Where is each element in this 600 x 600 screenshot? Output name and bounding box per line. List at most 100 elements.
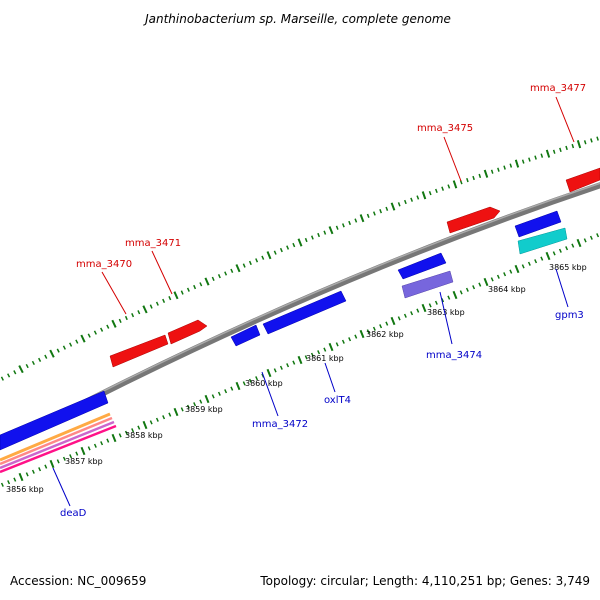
scale-label: 3857 kbp bbox=[65, 457, 103, 466]
gene-mma_3477[interactable] bbox=[565, 167, 600, 193]
gene-label-deaD[interactable]: deaD bbox=[60, 508, 87, 519]
tick-mark bbox=[273, 250, 277, 255]
tick-mark bbox=[503, 165, 506, 170]
tick-mark bbox=[590, 138, 593, 143]
gene-label-mma_3472[interactable]: mma_3472 bbox=[252, 419, 308, 430]
tick-mark bbox=[558, 248, 562, 253]
tick-mark bbox=[596, 233, 600, 238]
gene-label-mma_3475[interactable]: mma_3475 bbox=[417, 123, 473, 134]
tick-mark bbox=[452, 180, 458, 189]
tick-mark bbox=[286, 363, 290, 368]
tick-mark bbox=[583, 140, 587, 145]
tick-mark bbox=[266, 368, 272, 378]
tick-mark bbox=[7, 373, 11, 378]
gene-label-mma_3477[interactable]: mma_3477 bbox=[530, 83, 586, 94]
tick-mark bbox=[317, 350, 321, 355]
tick-mark bbox=[323, 230, 327, 235]
tick-mark bbox=[528, 157, 531, 162]
leader-lines bbox=[52, 96, 575, 507]
tick-mark bbox=[447, 295, 451, 300]
tick-mark bbox=[75, 451, 79, 456]
tick-mark bbox=[466, 177, 469, 183]
gene-label-mma_3471[interactable]: mma_3471 bbox=[125, 238, 181, 249]
tick-mark bbox=[25, 472, 29, 477]
gene-deaD[interactable] bbox=[0, 390, 109, 451]
tick-mark bbox=[173, 291, 179, 300]
tick-mark bbox=[279, 365, 283, 370]
tick-mark bbox=[242, 381, 246, 386]
tick-mark bbox=[69, 454, 73, 459]
gene-label-mma_3474[interactable]: mma_3474 bbox=[426, 350, 482, 361]
tick-mark bbox=[131, 428, 135, 433]
tick-mark bbox=[162, 415, 166, 420]
tick-mark bbox=[62, 345, 66, 350]
tick-mark bbox=[545, 149, 551, 158]
tick-mark bbox=[372, 326, 376, 331]
tick-mark bbox=[509, 163, 513, 168]
feature-gpm3-cyan bbox=[517, 227, 568, 255]
tick-mark bbox=[465, 287, 469, 292]
tick-mark bbox=[266, 251, 272, 260]
tick-mark bbox=[589, 235, 593, 240]
tick-mark bbox=[503, 272, 507, 277]
tick-mark bbox=[559, 147, 562, 153]
tick-mark bbox=[193, 284, 197, 290]
gene-label-mma_3470[interactable]: mma_3470 bbox=[76, 259, 132, 270]
tick-mark bbox=[286, 245, 290, 250]
tick-mark bbox=[87, 446, 91, 451]
tick-mark bbox=[106, 324, 110, 329]
tick-mark bbox=[545, 251, 551, 261]
tick-mark bbox=[292, 242, 296, 248]
tick-mark bbox=[49, 459, 55, 469]
tick-mark bbox=[173, 407, 179, 417]
tick-mark bbox=[416, 195, 420, 200]
gene-label-gpm3[interactable]: gpm3 bbox=[555, 310, 584, 321]
tick-mark bbox=[447, 184, 451, 189]
tick-mark bbox=[366, 213, 370, 218]
tick-mark bbox=[186, 404, 190, 409]
tick-mark bbox=[428, 190, 432, 196]
gene-mma_3471[interactable] bbox=[167, 319, 208, 345]
gene-oxlT4[interactable] bbox=[262, 290, 347, 335]
tick-mark bbox=[193, 402, 197, 407]
tick-mark bbox=[304, 237, 308, 243]
tick-mark bbox=[100, 441, 104, 446]
tick-mark bbox=[137, 425, 141, 430]
scale-label: 3860 kbp bbox=[245, 379, 283, 388]
tick-mark bbox=[211, 276, 215, 281]
gene-gpm3[interactable] bbox=[514, 210, 562, 238]
tick-mark bbox=[403, 199, 407, 205]
feature-stripes bbox=[0, 412, 117, 474]
tick-mark bbox=[149, 420, 153, 425]
tick-mark bbox=[224, 271, 228, 276]
tick-mark bbox=[80, 446, 86, 456]
tick-mark bbox=[410, 311, 414, 316]
gene-mma_3474[interactable] bbox=[397, 252, 447, 280]
gene-mma_3475[interactable] bbox=[446, 206, 501, 234]
tick-mark bbox=[421, 303, 427, 313]
tick-mark bbox=[100, 327, 104, 332]
tick-mark bbox=[80, 334, 86, 343]
tick-mark bbox=[49, 349, 55, 358]
tick-mark bbox=[235, 264, 241, 273]
tick-mark bbox=[328, 226, 334, 235]
tick-mark bbox=[111, 433, 117, 443]
tick-mark bbox=[211, 394, 215, 399]
tick-mark bbox=[93, 443, 97, 448]
tick-mark bbox=[403, 313, 407, 318]
tick-mark bbox=[552, 149, 556, 154]
gene-label-oxlT4[interactable]: oxlT4 bbox=[324, 395, 351, 406]
tick-mark bbox=[596, 136, 599, 141]
gene-mma_3470[interactable] bbox=[109, 334, 169, 368]
tick-mark bbox=[534, 155, 537, 160]
tick-mark bbox=[149, 304, 153, 309]
scale-label: 3856 kbp bbox=[6, 485, 44, 494]
gene-mma_3472[interactable] bbox=[230, 324, 261, 347]
tick-mark bbox=[496, 274, 500, 279]
tick-mark bbox=[137, 310, 141, 315]
tick-mark bbox=[230, 268, 234, 273]
inner-tick-track bbox=[0, 233, 600, 487]
tick-mark bbox=[18, 365, 24, 374]
feature-mma_3474-purple bbox=[401, 270, 454, 299]
tick-mark bbox=[379, 209, 383, 214]
